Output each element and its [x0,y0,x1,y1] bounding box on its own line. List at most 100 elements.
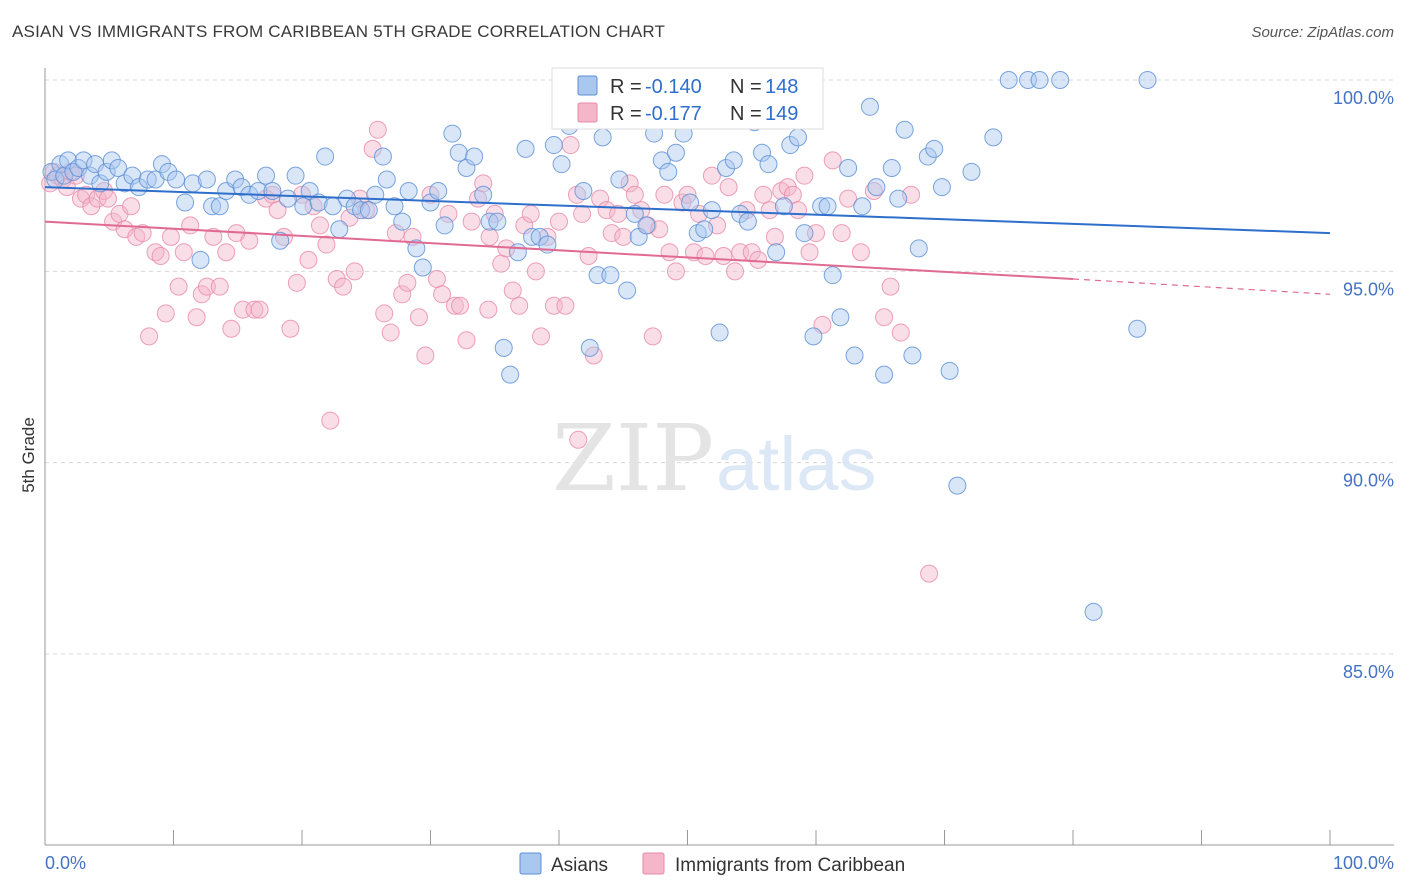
caribbean-point [169,277,188,296]
asian-point [352,201,371,220]
legend-n-value-1: 148 [765,76,798,98]
caribbean-point [375,304,394,323]
caribbean-point [920,564,939,583]
caribbean-point [839,189,858,208]
caribbean-point [754,185,773,204]
asian-point [115,174,134,193]
caribbean-point [156,304,175,323]
asian-point [903,346,922,365]
caribbean-point [569,430,588,449]
asian-point [97,162,116,181]
x-tick-label-min: 0.0% [45,853,86,873]
asian-point [781,136,800,155]
asian-point [159,162,178,181]
asian-point [210,197,229,216]
caribbean-point [445,296,464,315]
legend-swatch-caribbean [577,102,598,123]
caribbean-point [204,227,223,246]
asian-point [138,170,157,189]
caribbean-point [749,250,768,269]
asian-point [377,170,396,189]
asian-point [659,162,678,181]
legend-top: R = -0.140 N = 148 R = -0.177 N = 149 [551,67,824,130]
asian-point [759,155,778,174]
asian-point [853,197,872,216]
asian-point [508,243,527,262]
caribbean-point [823,151,842,170]
caribbean-point [299,250,318,269]
asian-point [407,239,426,258]
caribbean-point [891,323,910,342]
asian-point [286,166,305,185]
watermark-zip: ZIP [552,405,714,512]
asian-point [226,170,245,189]
asian-point [74,151,93,170]
asian-point [294,197,313,216]
caribbean-point [625,185,644,204]
caribbean-point [161,227,180,246]
caribbean-point [281,319,300,338]
asian-point [710,323,729,342]
caribbean-point [800,243,819,262]
asian-point [197,170,216,189]
asian-point [789,128,808,147]
legend-bottom-swatch-asians [519,852,542,875]
asian-point [860,97,879,116]
asian-point [962,162,981,181]
legend-r-label-2: R = [610,103,642,125]
chart-title: ASIAN VS IMMIGRANTS FROM CARIBBEAN 5TH G… [12,22,666,41]
y-tick-label: 85.0% [1343,662,1394,682]
asian-point [724,151,743,170]
caribbean-point [526,262,545,281]
asian-point [59,151,78,170]
caribbean-point [416,346,435,365]
asian-point [449,143,468,162]
asian-point [435,216,454,235]
trend-lines [44,186,1331,295]
caribbean-point [503,281,522,300]
caribbean-point [345,262,364,281]
asian-point [625,204,644,223]
x-tick-label-max: 100.0% [1333,853,1394,873]
asian-point [999,71,1018,89]
caribbean-point [187,308,206,327]
asian-point [695,220,714,239]
asian-point [823,266,842,285]
asian-point [385,197,404,216]
legend-r-value-1: -0.140 [645,76,702,98]
caribbean-point [765,227,784,246]
caribbean-point [174,243,193,262]
asian-point [359,201,378,220]
caribbean-point [439,204,458,223]
asian-point [191,250,210,269]
asian-point [80,166,99,185]
caribbean-point [197,277,216,296]
caribbean-point [88,189,107,208]
caribbean-point [462,212,481,231]
asian-point [203,197,222,216]
caribbean-point [427,269,446,288]
caribbean-point [321,411,340,430]
asian-point [91,174,110,193]
y-tick-label: 95.0% [1343,279,1394,299]
caribbean-point [433,285,452,304]
asian-point [152,155,171,174]
caribbean-point [510,296,529,315]
legend-swatch-asians [577,75,598,96]
asian-point [123,166,142,185]
asian-point [167,170,186,189]
asian-point [399,181,418,200]
caribbean-point [550,212,568,231]
caribbean-point [655,185,674,204]
caribbean-point [317,235,336,254]
asian-point [393,212,412,231]
asian-point [413,258,432,277]
asian-point [637,216,656,235]
asian-point [818,197,837,216]
asian-point [882,159,901,178]
caribbean-point [240,231,259,250]
chart-source: Source: ZipAtlas.com [1251,24,1394,41]
asian-point [232,178,251,197]
asian-point [1030,71,1049,89]
asian-point [1128,319,1147,338]
